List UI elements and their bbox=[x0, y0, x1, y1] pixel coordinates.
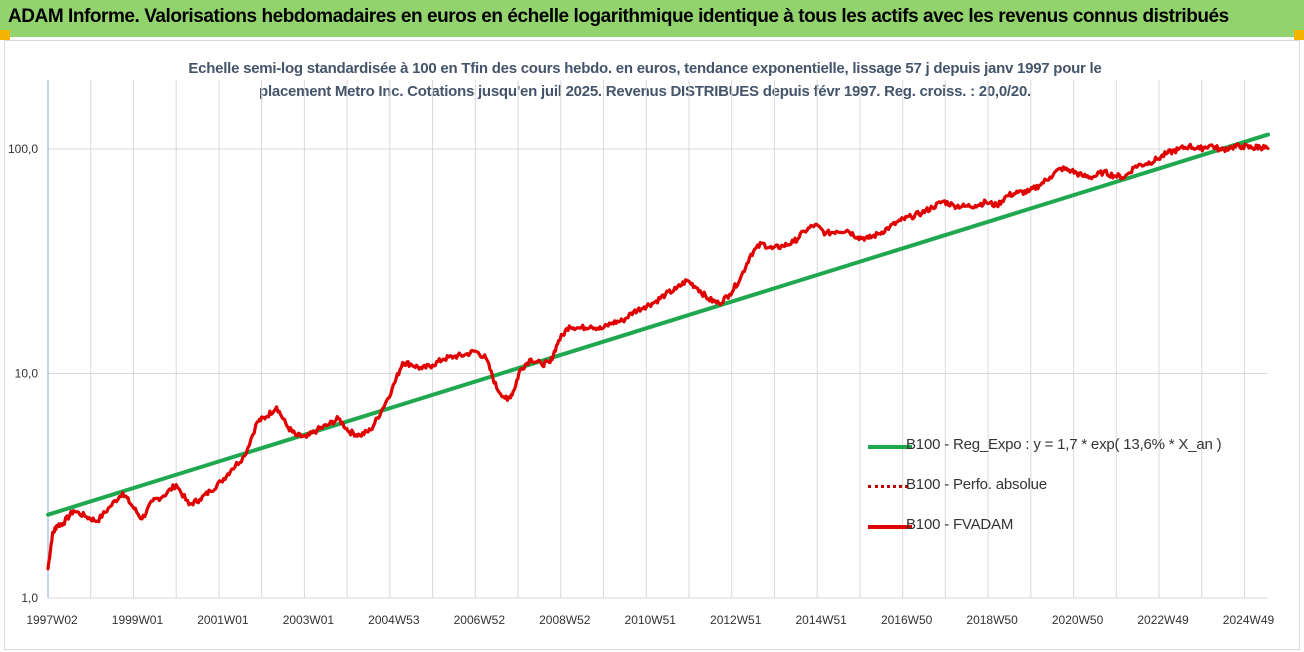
x-tick-label: 2014W51 bbox=[795, 613, 847, 627]
x-tick-label: 2004W53 bbox=[368, 613, 420, 627]
corner-accent-left bbox=[0, 30, 10, 40]
legend-swatch-perfo bbox=[868, 485, 908, 488]
series-layer bbox=[46, 132, 1270, 571]
x-tick-label: 2022W49 bbox=[1137, 613, 1189, 627]
chart-frame bbox=[4, 40, 1300, 650]
x-tick-label: 2006W52 bbox=[454, 613, 506, 627]
x-tick-label: 2018W50 bbox=[966, 613, 1018, 627]
y-tick-label: 100,0 bbox=[8, 142, 38, 156]
legend-swatch-regression bbox=[868, 445, 912, 449]
legend-label-regression: B100 - Reg_Expo : y = 1,7 * exp( 13,6% *… bbox=[906, 436, 1222, 453]
legend-label-perfo: B100 - Perfo. absolue bbox=[906, 476, 1047, 493]
tick-label-layer: 1,0 10,0 100,0 1997W02 1999W01 2001W01 2003W01… bbox=[8, 142, 1275, 627]
y-tick-label: 10,0 bbox=[15, 367, 39, 381]
x-tick-label: 1999W01 bbox=[112, 613, 164, 627]
corner-accent-right bbox=[1294, 30, 1304, 40]
chart-title: Echelle semi-log standardisée à 100 en T… bbox=[130, 57, 1160, 103]
x-tick-label: 2003W01 bbox=[283, 613, 335, 627]
x-tick-label: 2008W52 bbox=[539, 613, 591, 627]
banner: ADAM Informe. Valorisations hebdomadaire… bbox=[0, 0, 1304, 37]
regression-line bbox=[46, 132, 1270, 517]
legend-label-fvadam: B100 - FVADAM bbox=[906, 516, 1014, 533]
y-tick-label: 1,0 bbox=[21, 591, 38, 605]
x-tick-label: 2016W50 bbox=[881, 613, 933, 627]
grid-layer bbox=[48, 80, 1268, 599]
x-tick-label: 1997W02 bbox=[26, 613, 78, 627]
legend-swatch-fvadam bbox=[868, 525, 912, 529]
x-tick-label: 2001W01 bbox=[197, 613, 249, 627]
fvadam-line bbox=[46, 142, 1270, 571]
chart-title-line-2: placement Metro Inc. Cotations jusqu'en … bbox=[259, 83, 1031, 100]
x-tick-label: 2012W51 bbox=[710, 613, 762, 627]
chart-title-line-1: Echelle semi-log standardisée à 100 en T… bbox=[188, 60, 1102, 77]
x-tick-label: 2010W51 bbox=[625, 613, 677, 627]
banner-title: ADAM Informe. Valorisations hebdomadaire… bbox=[8, 6, 1229, 27]
x-tick-label: 2020W50 bbox=[1052, 613, 1104, 627]
x-tick-label: 2024W49 bbox=[1223, 613, 1275, 627]
